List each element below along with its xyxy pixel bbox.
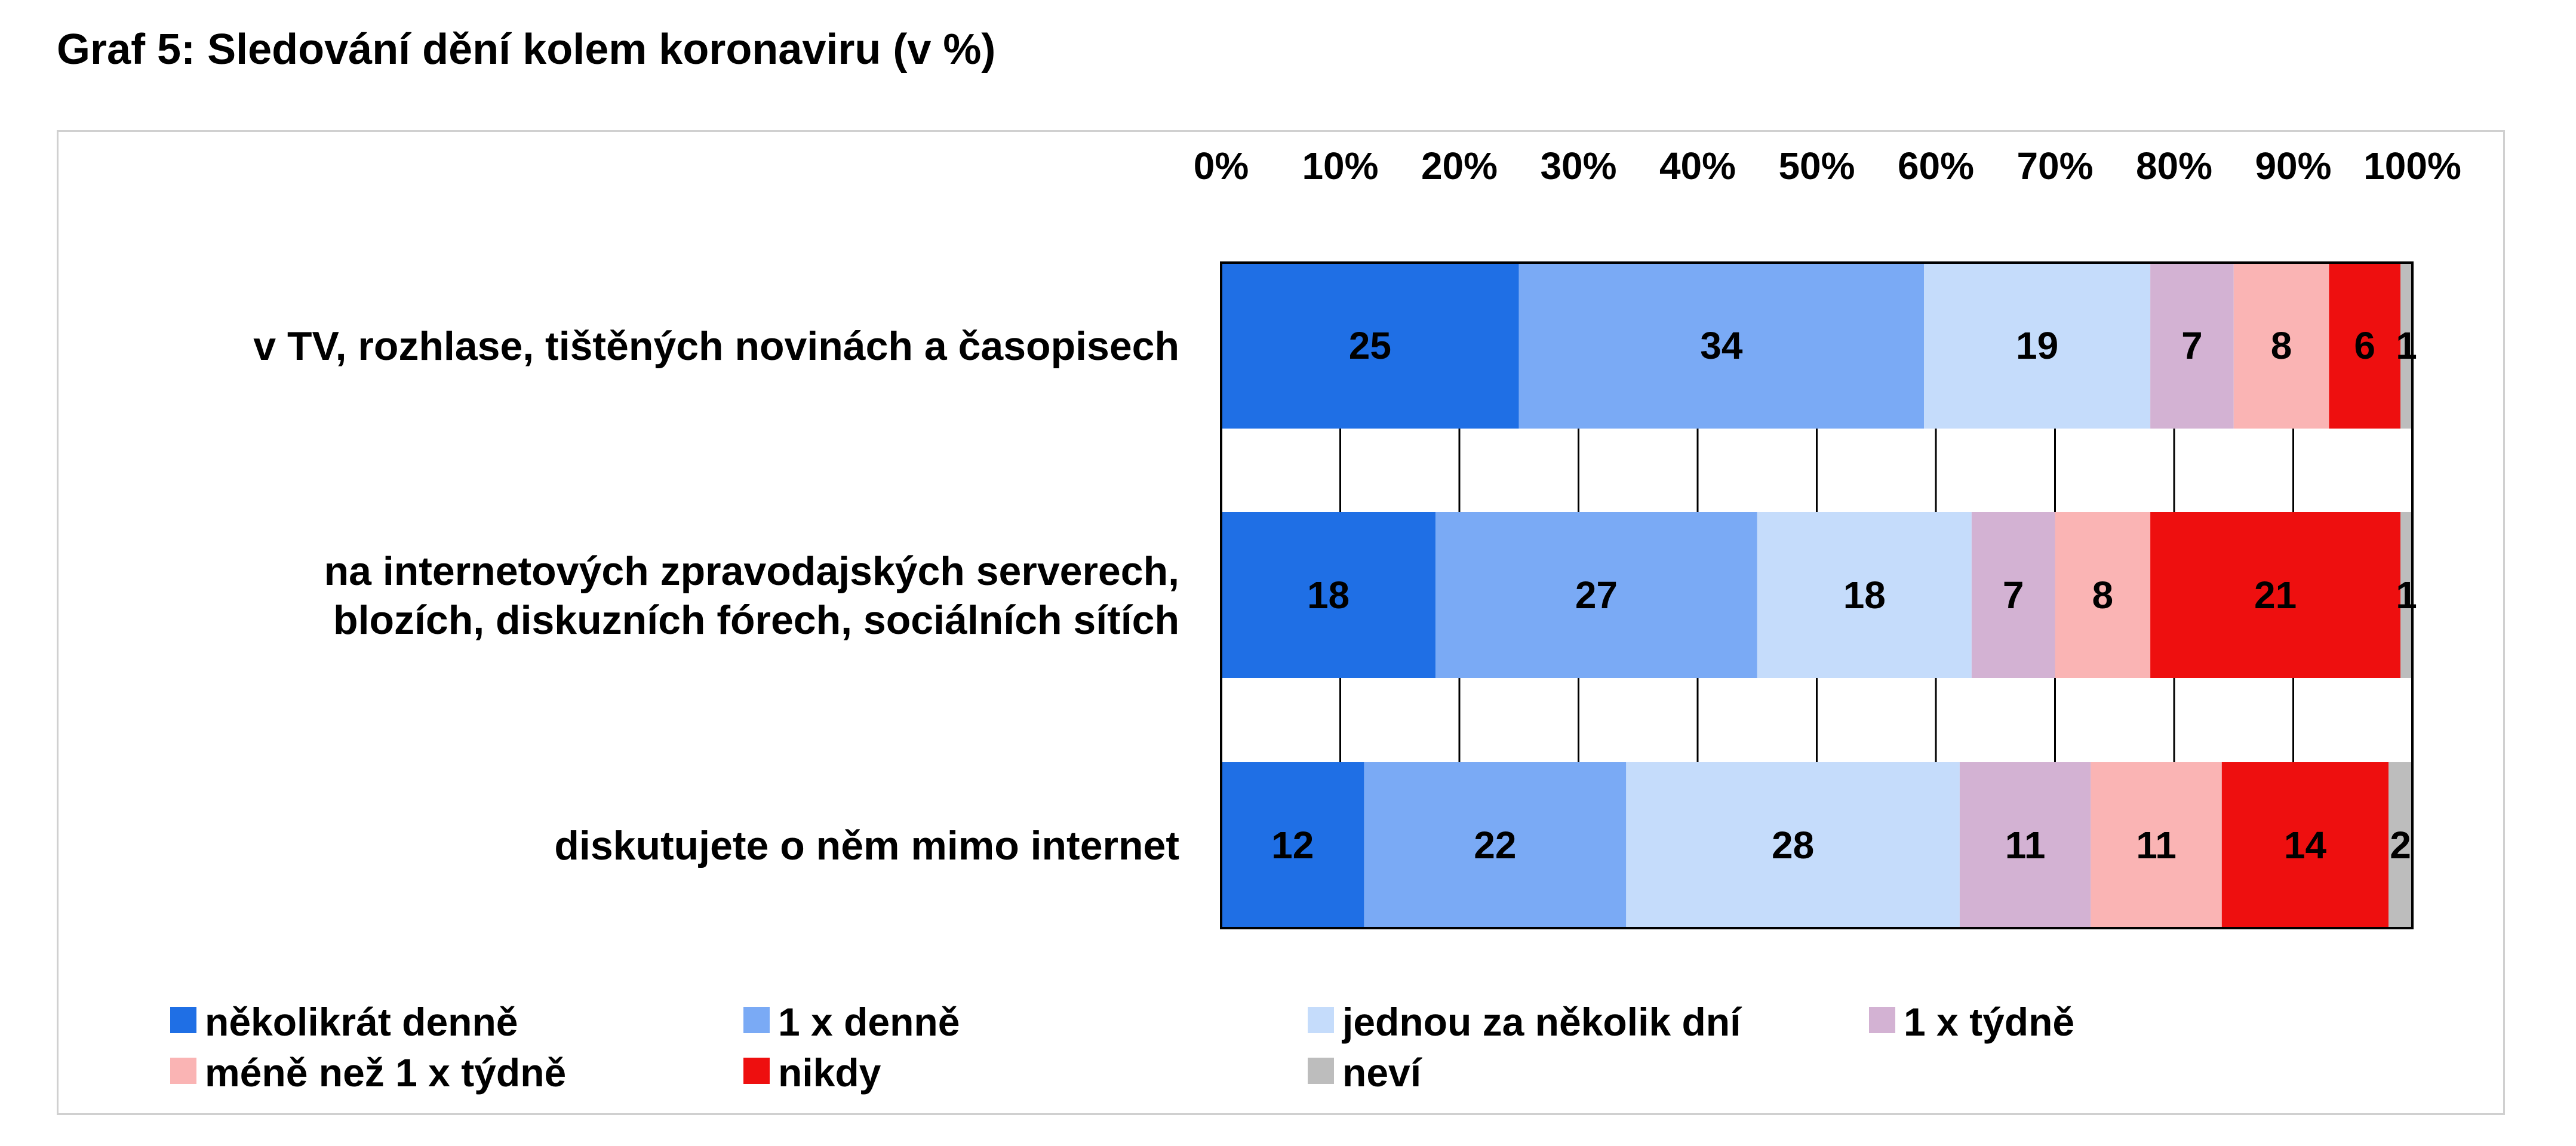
- bar-segment: [2055, 512, 2151, 678]
- bar-segment: [1757, 512, 1972, 678]
- category-label: na internetových zpravodajských serverec…: [324, 549, 1179, 594]
- legend-label: 1 x denně: [778, 1000, 960, 1044]
- bar-segment: [1221, 263, 1519, 429]
- x-tick-label: 60%: [1898, 144, 1974, 187]
- x-tick-label: 50%: [1778, 144, 1855, 187]
- legend-swatch: [170, 1058, 196, 1084]
- bar-segment: [2400, 263, 2412, 429]
- x-tick-label: 10%: [1302, 144, 1378, 187]
- data-label: 27: [1575, 574, 1618, 617]
- bar-segment: [1924, 263, 2151, 429]
- bar-segment: [1364, 762, 1627, 928]
- x-tick-label: 20%: [1421, 144, 1498, 187]
- plot-area: [1220, 261, 2414, 929]
- category-label: diskutujete o něm mimo internet: [554, 823, 1179, 868]
- data-label: 11: [2005, 824, 2046, 867]
- bar-segment: [2329, 263, 2401, 429]
- data-label: 18: [1843, 574, 1886, 617]
- data-label: 28: [1772, 824, 1814, 867]
- data-label: 25: [1349, 324, 1391, 367]
- bar-segment: [1435, 512, 1757, 678]
- data-label: 14: [2284, 824, 2327, 867]
- legend-swatch: [170, 1007, 196, 1033]
- data-label: 8: [2271, 324, 2292, 367]
- legend-swatch: [1308, 1007, 1334, 1033]
- legend-label: jednou za několik dní: [1341, 1000, 1742, 1044]
- data-label: 2: [2390, 824, 2411, 867]
- chart-frame: [57, 130, 2505, 1115]
- data-label: 6: [2354, 324, 2375, 367]
- data-label: 22: [1474, 824, 1516, 867]
- bar-segment: [2091, 762, 2222, 928]
- bar-segment: [1518, 263, 1925, 429]
- x-tick-label: 70%: [2016, 144, 2093, 187]
- bar-segment: [2221, 762, 2389, 928]
- data-label: 34: [1700, 324, 1743, 367]
- legend-swatch: [743, 1007, 770, 1033]
- data-label: 19: [2016, 324, 2058, 367]
- bar-segment: [1959, 762, 2091, 928]
- legend-swatch: [1308, 1058, 1334, 1084]
- data-label: 1: [2396, 324, 2417, 367]
- legend-label: nikdy: [778, 1050, 881, 1095]
- data-label: 7: [2003, 574, 2024, 617]
- data-label: 21: [2254, 574, 2297, 617]
- bar-segment: [1221, 512, 1436, 678]
- x-tick-label: 30%: [1540, 144, 1616, 187]
- bar-segment: [2150, 263, 2234, 429]
- bar-segment: [1971, 512, 2055, 678]
- bar-segment: [2150, 512, 2401, 678]
- legend-label: neví: [1342, 1050, 1423, 1095]
- bar-segment: [2233, 263, 2329, 429]
- x-tick-label: 40%: [1659, 144, 1736, 187]
- bar-segment: [2389, 762, 2412, 928]
- x-tick-label: 100%: [2363, 144, 2461, 187]
- legend-swatch: [1869, 1007, 1895, 1033]
- legend-label: několikrát denně: [205, 1000, 518, 1044]
- legend-label: 1 x týdně: [1904, 1000, 2074, 1044]
- x-tick-label: 80%: [2136, 144, 2212, 187]
- chart-title: Graf 5: Sledování dění kolem koronaviru …: [57, 26, 996, 73]
- category-label: v TV, rozhlase, tištěných novinách a čas…: [253, 324, 1179, 369]
- data-label: 12: [1271, 824, 1314, 867]
- data-label: 8: [2092, 574, 2114, 617]
- category-label: blozích, diskuzních fórech, sociálních s…: [333, 597, 1179, 643]
- x-tick-label: 0%: [1194, 144, 1249, 187]
- data-label: 7: [2181, 324, 2203, 367]
- legend-swatch: [743, 1058, 770, 1084]
- data-label: 11: [2136, 824, 2177, 867]
- legend-label: méně než 1 x týdně: [205, 1050, 566, 1095]
- bar-segment: [2400, 512, 2412, 678]
- x-tick-label: 90%: [2255, 144, 2331, 187]
- data-label: 1: [2396, 574, 2417, 617]
- bar-segment: [1626, 762, 1960, 928]
- data-label: 18: [1307, 574, 1350, 617]
- bar-segment: [1221, 762, 1364, 928]
